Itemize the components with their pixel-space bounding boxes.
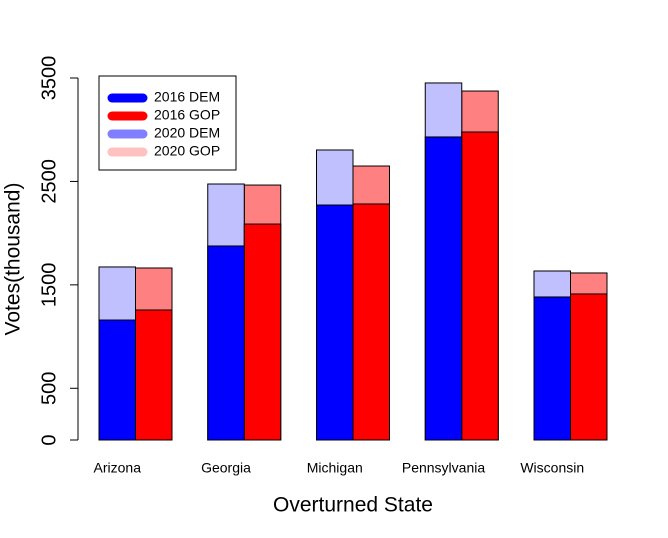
- bar: [98, 319, 136, 441]
- x-axis-title: Overturned State: [273, 494, 433, 517]
- y-tick-label: 2500: [38, 159, 60, 204]
- y-tick-label: 1500: [38, 263, 60, 308]
- bar: [207, 245, 245, 441]
- bar: [461, 131, 499, 441]
- bar: [533, 296, 571, 441]
- x-tick-label: Wisconsin: [520, 460, 584, 476]
- x-tick-label: Arizona: [94, 460, 142, 476]
- y-axis-title: Votes(thousand): [2, 183, 25, 336]
- legend-label: 2020 GOP: [154, 143, 220, 159]
- legend-label: 2016 DEM: [154, 89, 220, 105]
- y-tick-label: 0: [38, 434, 60, 445]
- bar: [424, 136, 463, 441]
- bar: [135, 309, 173, 441]
- bar: [352, 203, 390, 441]
- bar: [243, 223, 282, 441]
- legend-label: 2020 DEM: [154, 125, 220, 141]
- bar: [570, 293, 608, 441]
- y-tick-label: 3500: [38, 56, 60, 101]
- x-tick-label: Michigan: [307, 460, 363, 476]
- x-tick-label: Pennsylvania: [402, 460, 485, 476]
- legend-label: 2016 GOP: [154, 107, 220, 123]
- x-tick-label: Georgia: [201, 460, 251, 476]
- bar: [316, 204, 354, 441]
- y-tick-label: 500: [38, 372, 60, 405]
